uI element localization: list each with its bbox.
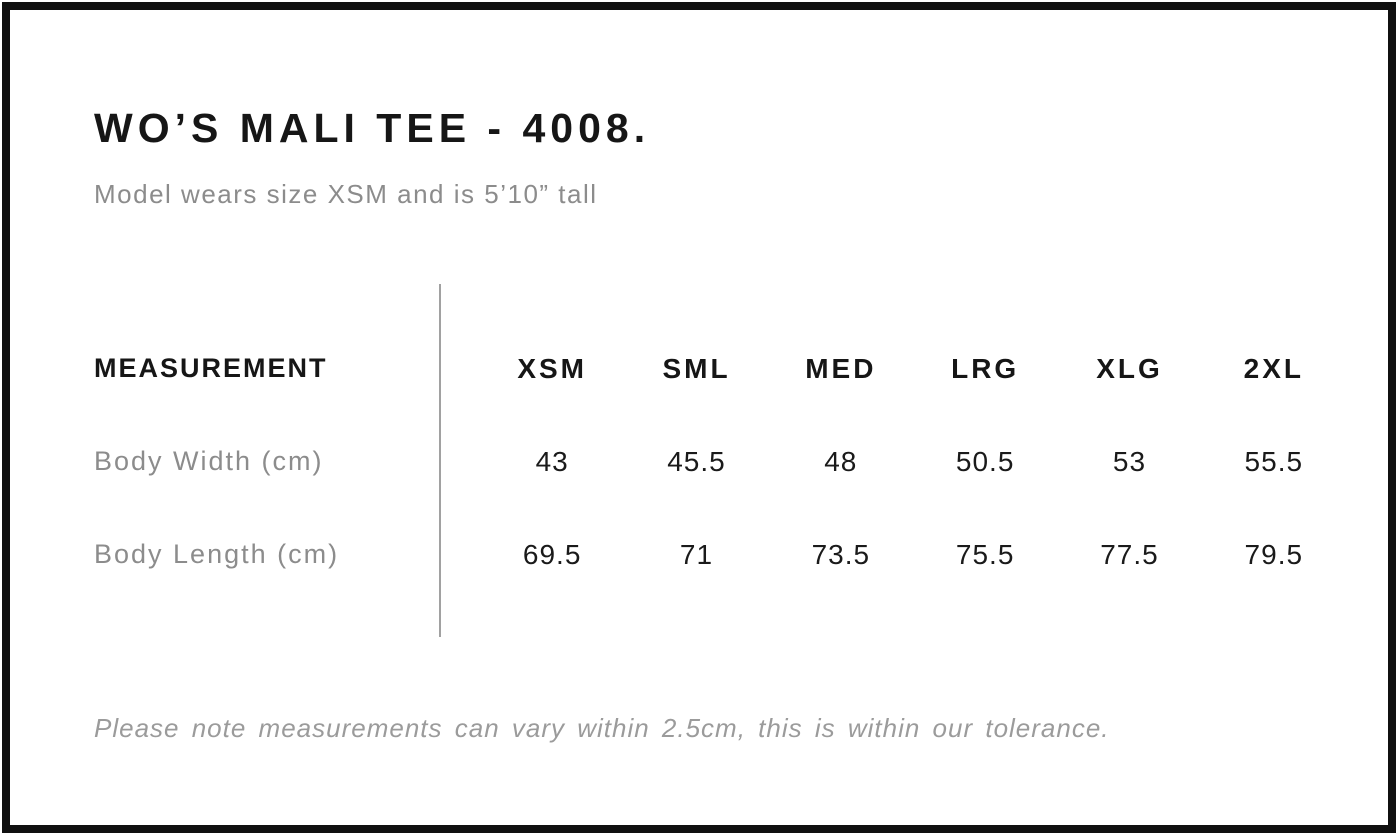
row-label-body-width: Body Width (cm) [94,446,324,476]
body-width-lrg: 50.5 [955,445,1015,477]
body-width-sml: 45.5 [667,445,726,477]
table-row-body-width: Body Width (cm) 43 45.5 48 50.5 53 55.5 [94,415,1346,508]
table-vertical-divider [439,284,441,637]
size-header-cells: XSM SML MED LRG XLG 2XL [440,353,1346,385]
body-length-values: 69.5 71 73.5 75.5 77.5 79.5 [440,539,1346,571]
tolerance-note: Please note measurements can vary within… [94,713,1110,743]
body-width-xsm: 43 [535,445,569,477]
column-header-xlg: XLG [1096,352,1163,384]
model-size-info: Model wears size XSM and is 5’10” tall [94,179,598,209]
body-length-lrg: 75.5 [955,538,1015,570]
column-header-med: MED [805,352,877,384]
size-chart-table: MEASUREMENT XSM SML MED LRG XLG 2XL Body… [94,322,1346,601]
table-header-row: MEASUREMENT XSM SML MED LRG XLG 2XL [94,322,1346,415]
body-length-xsm: 69.5 [522,538,582,570]
body-length-sml: 71 [679,538,714,570]
page-title: WO’S MALI TEE - 4008. [94,105,651,151]
column-header-xsm: XSM [517,352,587,384]
table-row-body-length: Body Length (cm) 69.5 71 73.5 75.5 77.5 … [94,508,1346,601]
body-width-values: 43 45.5 48 50.5 53 55.5 [440,446,1346,478]
row-label-body-length: Body Length (cm) [94,539,340,569]
body-width-2xl: 55.5 [1244,445,1304,477]
column-header-lrg: LRG [951,352,1020,384]
body-width-xlg: 53 [1112,445,1147,477]
column-header-2xl: 2XL [1243,352,1304,384]
column-header-sml: SML [662,352,731,384]
body-length-med: 73.5 [811,538,871,570]
body-length-2xl: 79.5 [1244,538,1304,570]
column-header-measurement: MEASUREMENT [94,353,328,383]
body-length-xlg: 77.5 [1100,538,1159,570]
body-width-med: 48 [824,445,858,477]
